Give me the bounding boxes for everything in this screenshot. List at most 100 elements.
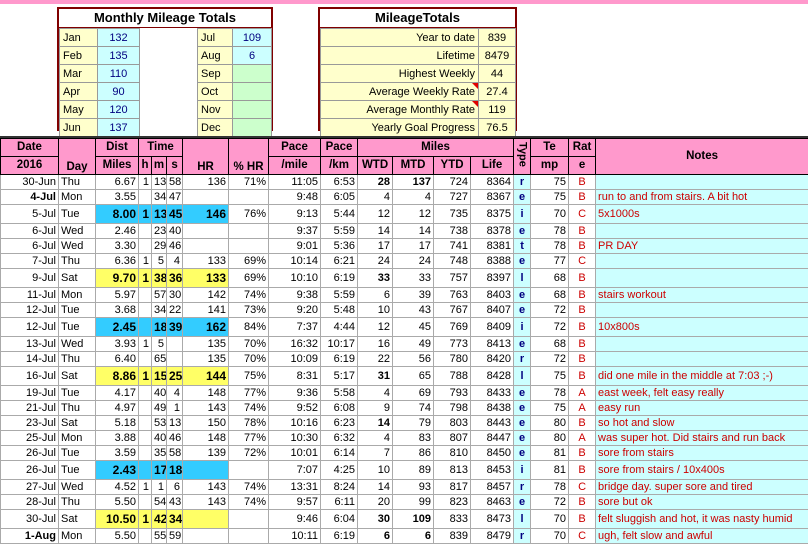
cell: 73%	[229, 303, 269, 318]
cell: 5:58	[321, 386, 358, 401]
cell: 133	[183, 254, 229, 269]
cell: 6:14	[321, 446, 358, 461]
cell	[596, 303, 808, 318]
cell: Mon	[59, 288, 96, 303]
cell: 813	[434, 461, 471, 480]
cell	[229, 510, 269, 529]
cell: 4-Jul	[1, 190, 59, 205]
cell: sore but ok	[596, 495, 808, 510]
spacer	[140, 101, 198, 119]
cell: 6:53	[321, 175, 358, 190]
cell: 69%	[229, 254, 269, 269]
cell: 47	[167, 190, 183, 205]
cell: 34	[152, 303, 167, 318]
spacer	[140, 83, 198, 101]
cell: 14-Jul	[1, 352, 59, 367]
cell: 817	[434, 480, 471, 495]
cell: 74%	[229, 288, 269, 303]
cell: B	[569, 303, 596, 318]
cell: 5:59	[321, 224, 358, 239]
cell: 68	[531, 269, 569, 288]
cell: PR DAY	[596, 239, 808, 254]
cell: i	[514, 461, 531, 480]
cell: 13	[167, 416, 183, 431]
header: Date	[1, 139, 59, 157]
cell: 8438	[471, 401, 514, 416]
cell: 72	[531, 352, 569, 367]
cell	[139, 416, 152, 431]
cell: 86	[393, 446, 434, 461]
cell: 58	[167, 175, 183, 190]
cell: 4	[358, 431, 393, 446]
cell: 14	[358, 416, 393, 431]
cell: 6-Jul	[1, 224, 59, 239]
cell: 1	[139, 269, 152, 288]
cell: 8443	[471, 416, 514, 431]
cell: 69%	[229, 269, 269, 288]
cell: 99	[393, 495, 434, 510]
cell: r	[514, 175, 531, 190]
cell: 75	[531, 190, 569, 205]
cell: t	[514, 239, 531, 254]
total-value: 27.4	[479, 83, 516, 101]
cell: 27-Jul	[1, 480, 59, 495]
cell	[596, 254, 808, 269]
cell: 4	[393, 190, 434, 205]
cell: Thu	[59, 254, 96, 269]
cell: 78%	[229, 416, 269, 431]
cell: 58	[167, 446, 183, 461]
cell: 9:01	[269, 239, 321, 254]
cell: 83	[393, 431, 434, 446]
cell: east week, felt easy really	[596, 386, 808, 401]
cell: l	[514, 269, 531, 288]
spacer	[140, 29, 198, 47]
cell: e	[514, 224, 531, 239]
cell: 135	[183, 337, 229, 352]
cell: 12-Jul	[1, 303, 59, 318]
cell: 49	[152, 401, 167, 416]
cell: Wed	[59, 337, 96, 352]
cell: 727	[434, 190, 471, 205]
cell: 81	[531, 446, 569, 461]
cell: 9:52	[269, 401, 321, 416]
cell: 33	[358, 269, 393, 288]
cell: bridge day. super sore and tired	[596, 480, 808, 495]
cell	[139, 495, 152, 510]
cell: 75	[531, 175, 569, 190]
cell: B	[569, 239, 596, 254]
cell	[139, 190, 152, 205]
cell: 735	[434, 205, 471, 224]
cell: 40	[167, 224, 183, 239]
cell: 4.17	[96, 386, 139, 401]
cell: 5-Jul	[1, 205, 59, 224]
cell: 22	[358, 352, 393, 367]
total-label: Year to date	[321, 29, 479, 47]
cell: 2.43	[96, 461, 139, 480]
cell: did one mile in the middle at 7:03 ;-)	[596, 367, 808, 386]
cell: 8:24	[321, 480, 358, 495]
top-band	[0, 0, 808, 4]
cell: 6:19	[321, 269, 358, 288]
cell: B	[569, 461, 596, 480]
cell: easy run	[596, 401, 808, 416]
cell: 5.50	[96, 495, 139, 510]
cell: 72	[531, 495, 569, 510]
cell	[183, 239, 229, 254]
cell: 7-Jul	[1, 254, 59, 269]
cell: 49	[393, 337, 434, 352]
cell: 769	[434, 318, 471, 337]
cell: 6	[393, 529, 434, 544]
cell: 17	[393, 239, 434, 254]
cell: 81	[531, 461, 569, 480]
cell: 53	[152, 416, 167, 431]
cell	[229, 239, 269, 254]
